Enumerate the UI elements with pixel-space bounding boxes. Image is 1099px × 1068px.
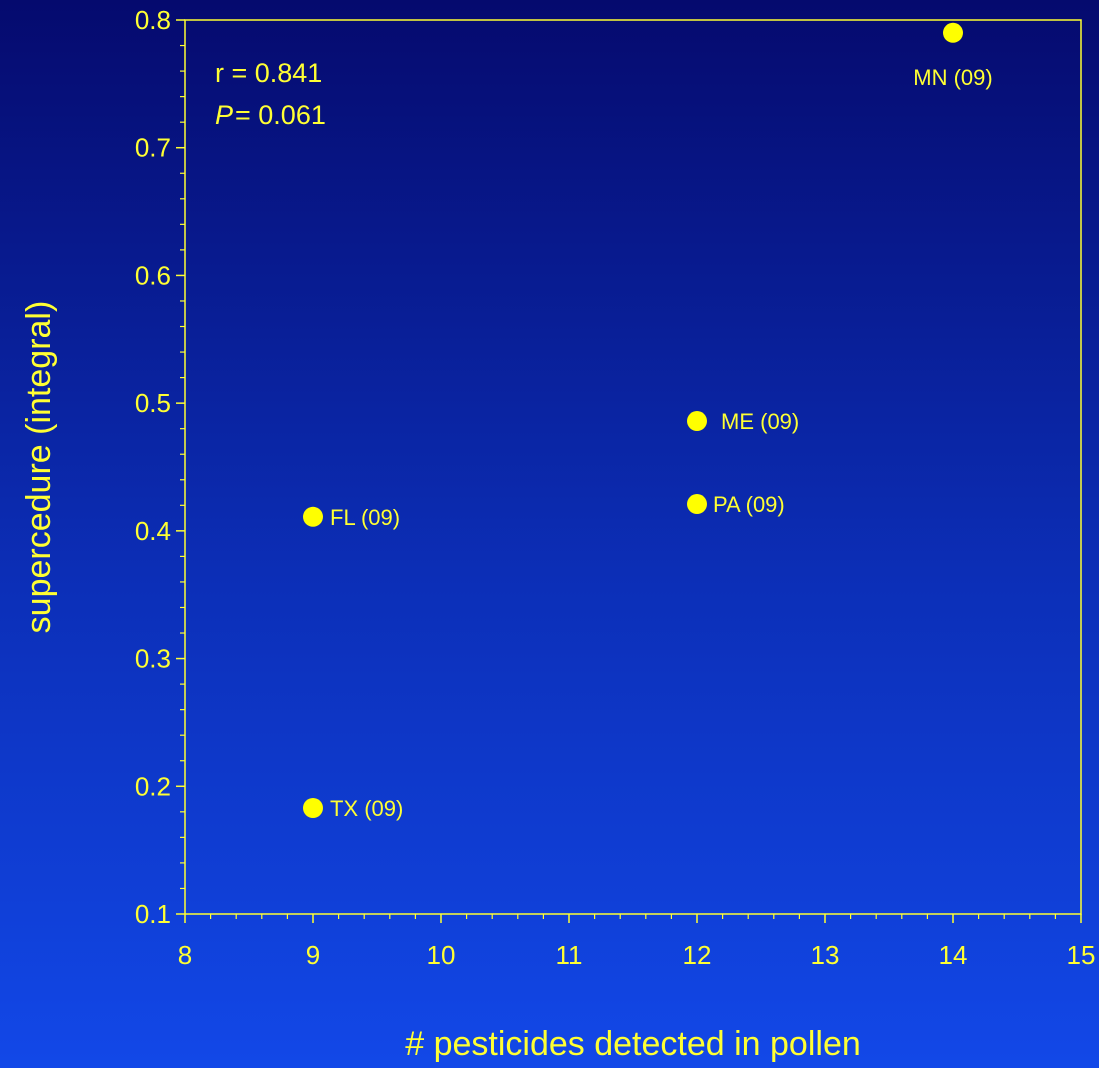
x-tick-label: 9 <box>306 940 320 970</box>
data-point <box>687 494 707 515</box>
y-tick-label: 0.6 <box>135 260 171 290</box>
x-tick-label: 8 <box>178 940 192 970</box>
y-tick-label: 0.2 <box>135 771 171 801</box>
x-tick-label: 15 <box>1067 940 1096 970</box>
x-tick-label: 14 <box>939 940 968 970</box>
x-tick-label: 12 <box>683 940 712 970</box>
y-tick-label: 0.3 <box>135 644 171 674</box>
x-tick-label: 11 <box>556 940 583 970</box>
data-point-label: TX (09) <box>330 796 403 821</box>
data-point <box>687 411 707 432</box>
p-value: = 0.061 <box>235 100 326 130</box>
correlation-r: r = 0.841 <box>215 58 322 88</box>
data-point-label: PA (09) <box>713 492 785 517</box>
y-tick-label: 0.8 <box>135 5 171 35</box>
x-tick-label: 13 <box>811 940 840 970</box>
x-axis-title: # pesticides detected in pollen <box>405 1025 861 1063</box>
y-axis-title: supercedure (integral) <box>20 301 58 634</box>
x-tick-label: 10 <box>427 940 456 970</box>
data-point <box>303 797 323 818</box>
y-tick-label: 0.7 <box>135 133 171 163</box>
y-tick-label: 0.5 <box>135 388 171 418</box>
y-axis-ticks: 0.1 0.2 0.3 0.4 0.5 0.6 0.7 0.8 <box>135 5 185 929</box>
data-point <box>943 22 963 43</box>
p-symbol: P <box>215 100 233 130</box>
data-point-label: MN (09) <box>913 65 992 90</box>
y-tick-label: 0.1 <box>135 899 171 929</box>
y-tick-label: 0.4 <box>135 516 171 546</box>
data-point-label: ME (09) <box>721 409 799 434</box>
p-value-annotation: P= 0.061 <box>215 100 326 130</box>
plot-frame <box>184 19 1082 915</box>
data-point <box>303 506 323 527</box>
data-point-label: FL (09) <box>330 505 400 530</box>
data-points: MN (09) ME (09) PA (09) FL (09) TX (09) <box>303 22 993 821</box>
x-axis-ticks: 8 9 10 11 12 13 14 15 <box>178 914 1096 970</box>
